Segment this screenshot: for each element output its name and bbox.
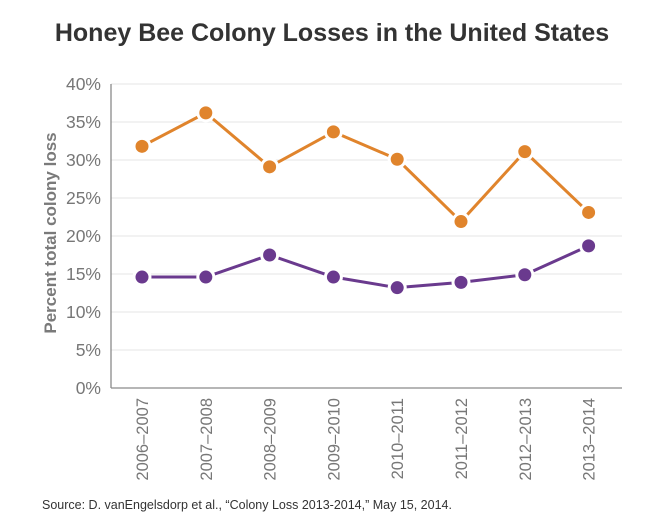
y-tick-label: 25%: [66, 188, 101, 208]
series-line-segment: [396, 158, 463, 223]
data-point: [135, 270, 149, 284]
data-point: [199, 270, 213, 284]
series-line-segment: [141, 111, 207, 148]
gridlines: [111, 83, 622, 351]
series-line-segment: [332, 130, 398, 161]
series-1: [132, 236, 599, 298]
series: [132, 103, 599, 298]
series-line-segment: [333, 275, 398, 290]
series-line-segment: [397, 280, 462, 290]
series-line-segment: [460, 273, 525, 284]
series-line-segment: [268, 130, 335, 169]
y-tick-label: 20%: [66, 226, 101, 246]
y-tick-label: 40%: [66, 74, 101, 94]
x-tick-label: 2011–2012: [453, 398, 471, 479]
data-point: [390, 152, 404, 166]
x-tick-label: 2008–2009: [262, 398, 280, 481]
x-tick-label: 2012–2013: [517, 398, 535, 481]
series-line-segment: [205, 253, 271, 279]
y-tick-label: 15%: [66, 264, 101, 284]
series-line-segment: [524, 244, 590, 277]
series-0: [132, 103, 599, 232]
x-tick-label: 2006–2007: [134, 398, 152, 481]
x-tick-label: 2013–2014: [581, 398, 599, 481]
y-tick-label: 0%: [76, 378, 101, 398]
y-tick-label: 10%: [66, 302, 101, 322]
data-point: [454, 215, 468, 229]
x-tick-label: 2009–2010: [325, 398, 343, 481]
x-tick-label: 2007–2008: [198, 398, 216, 481]
series-line-segment: [459, 150, 526, 223]
series-line-segment: [523, 150, 590, 214]
data-point: [263, 160, 277, 174]
data-point: [390, 281, 404, 295]
series-line-segment: [269, 253, 334, 279]
data-point: [135, 139, 149, 153]
data-point: [454, 275, 468, 289]
source-note: Source: D. vanEngelsdorp et al., “Colony…: [42, 498, 452, 512]
y-tick-label: 35%: [66, 112, 101, 132]
x-tick-labels: 2006–2007 2007–2008 2008–2009 2009–2010 2010…: [134, 398, 599, 481]
x-tick-label: 2010–2011: [389, 398, 407, 479]
y-tick-label: 30%: [66, 150, 101, 170]
data-point: [582, 205, 596, 219]
axes: [110, 84, 622, 389]
data-point: [263, 248, 277, 262]
data-point: [199, 106, 213, 120]
data-point: [518, 268, 532, 282]
data-point: [518, 145, 532, 159]
data-point: [326, 125, 340, 139]
y-axis-title: Percent total colony loss: [41, 132, 60, 333]
data-point: [582, 239, 596, 253]
data-point: [326, 270, 340, 284]
y-tick-labels: 0% 5% 10% 15% 20% 25% 30% 35% 40%: [66, 74, 101, 398]
chart-title: Honey Bee Colony Losses in the United St…: [54, 19, 610, 47]
series-line-segment: [204, 111, 271, 168]
y-tick-label: 5%: [76, 340, 101, 360]
